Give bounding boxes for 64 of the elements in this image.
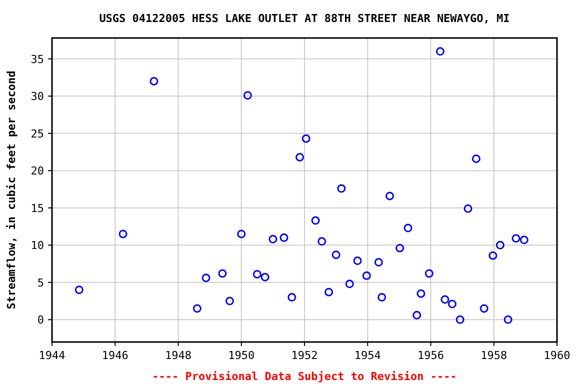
point	[496, 240, 504, 250]
y-tick-label: 20	[30, 164, 44, 178]
point	[252, 270, 262, 278]
x-tick-label: 1948	[165, 349, 192, 362]
point	[150, 76, 158, 86]
point	[296, 152, 304, 162]
point	[374, 258, 383, 267]
y-tick-label: 5	[37, 276, 44, 290]
x-tick-label: 1958	[480, 349, 508, 362]
point	[353, 256, 362, 266]
point	[318, 237, 326, 246]
point	[268, 234, 278, 244]
point	[464, 204, 472, 213]
point	[74, 286, 84, 294]
x-tick-label: 1952	[291, 349, 318, 362]
point	[472, 154, 480, 163]
point	[288, 293, 296, 302]
point	[337, 184, 346, 193]
point	[385, 192, 394, 200]
y-tick-label: 0	[37, 314, 44, 327]
point	[260, 272, 270, 282]
chart-title: USGS 04122005 HESS LAKE OUTLET AT 88TH STREET NEAR NEWAYGO, MI	[99, 12, 510, 25]
y-tick-label: 15	[30, 202, 44, 215]
x-tick-label: 1950	[228, 349, 255, 362]
x-tick-label: 1944	[38, 349, 66, 362]
point	[440, 295, 450, 304]
x-tick-label: 1960	[544, 349, 570, 362]
point	[504, 315, 512, 324]
point	[243, 91, 252, 100]
y-tick-label: 30	[30, 90, 44, 104]
point	[280, 233, 288, 242]
point	[480, 304, 488, 313]
point	[118, 230, 128, 238]
point	[416, 289, 426, 298]
point	[448, 300, 456, 308]
point	[456, 315, 464, 324]
point	[488, 251, 498, 260]
y-tick-label: 25	[30, 127, 44, 140]
x-tick-label: 1954	[354, 349, 382, 362]
point	[378, 293, 386, 302]
text: ---- Provisional Data Subject to Revision ----	[152, 370, 457, 383]
point	[225, 296, 234, 306]
point	[324, 288, 334, 296]
point	[412, 310, 422, 320]
point	[362, 271, 371, 280]
point	[192, 304, 202, 313]
point	[424, 269, 434, 278]
point	[512, 234, 520, 243]
y-tick-label: 10	[30, 239, 44, 252]
point	[302, 134, 310, 143]
x-tick-label: 1946	[102, 349, 128, 362]
point	[332, 250, 340, 260]
point	[404, 224, 412, 232]
y-tick-label: 35	[30, 52, 44, 66]
y-axis-title: Streamflow, in cubic feet per second	[5, 70, 18, 310]
point	[237, 230, 246, 238]
point	[520, 236, 528, 244]
point	[218, 269, 227, 278]
point	[436, 47, 444, 56]
point	[345, 280, 354, 288]
point	[396, 244, 404, 252]
point	[202, 274, 210, 282]
point	[311, 216, 320, 225]
x-tick-label: 1956	[418, 349, 444, 362]
